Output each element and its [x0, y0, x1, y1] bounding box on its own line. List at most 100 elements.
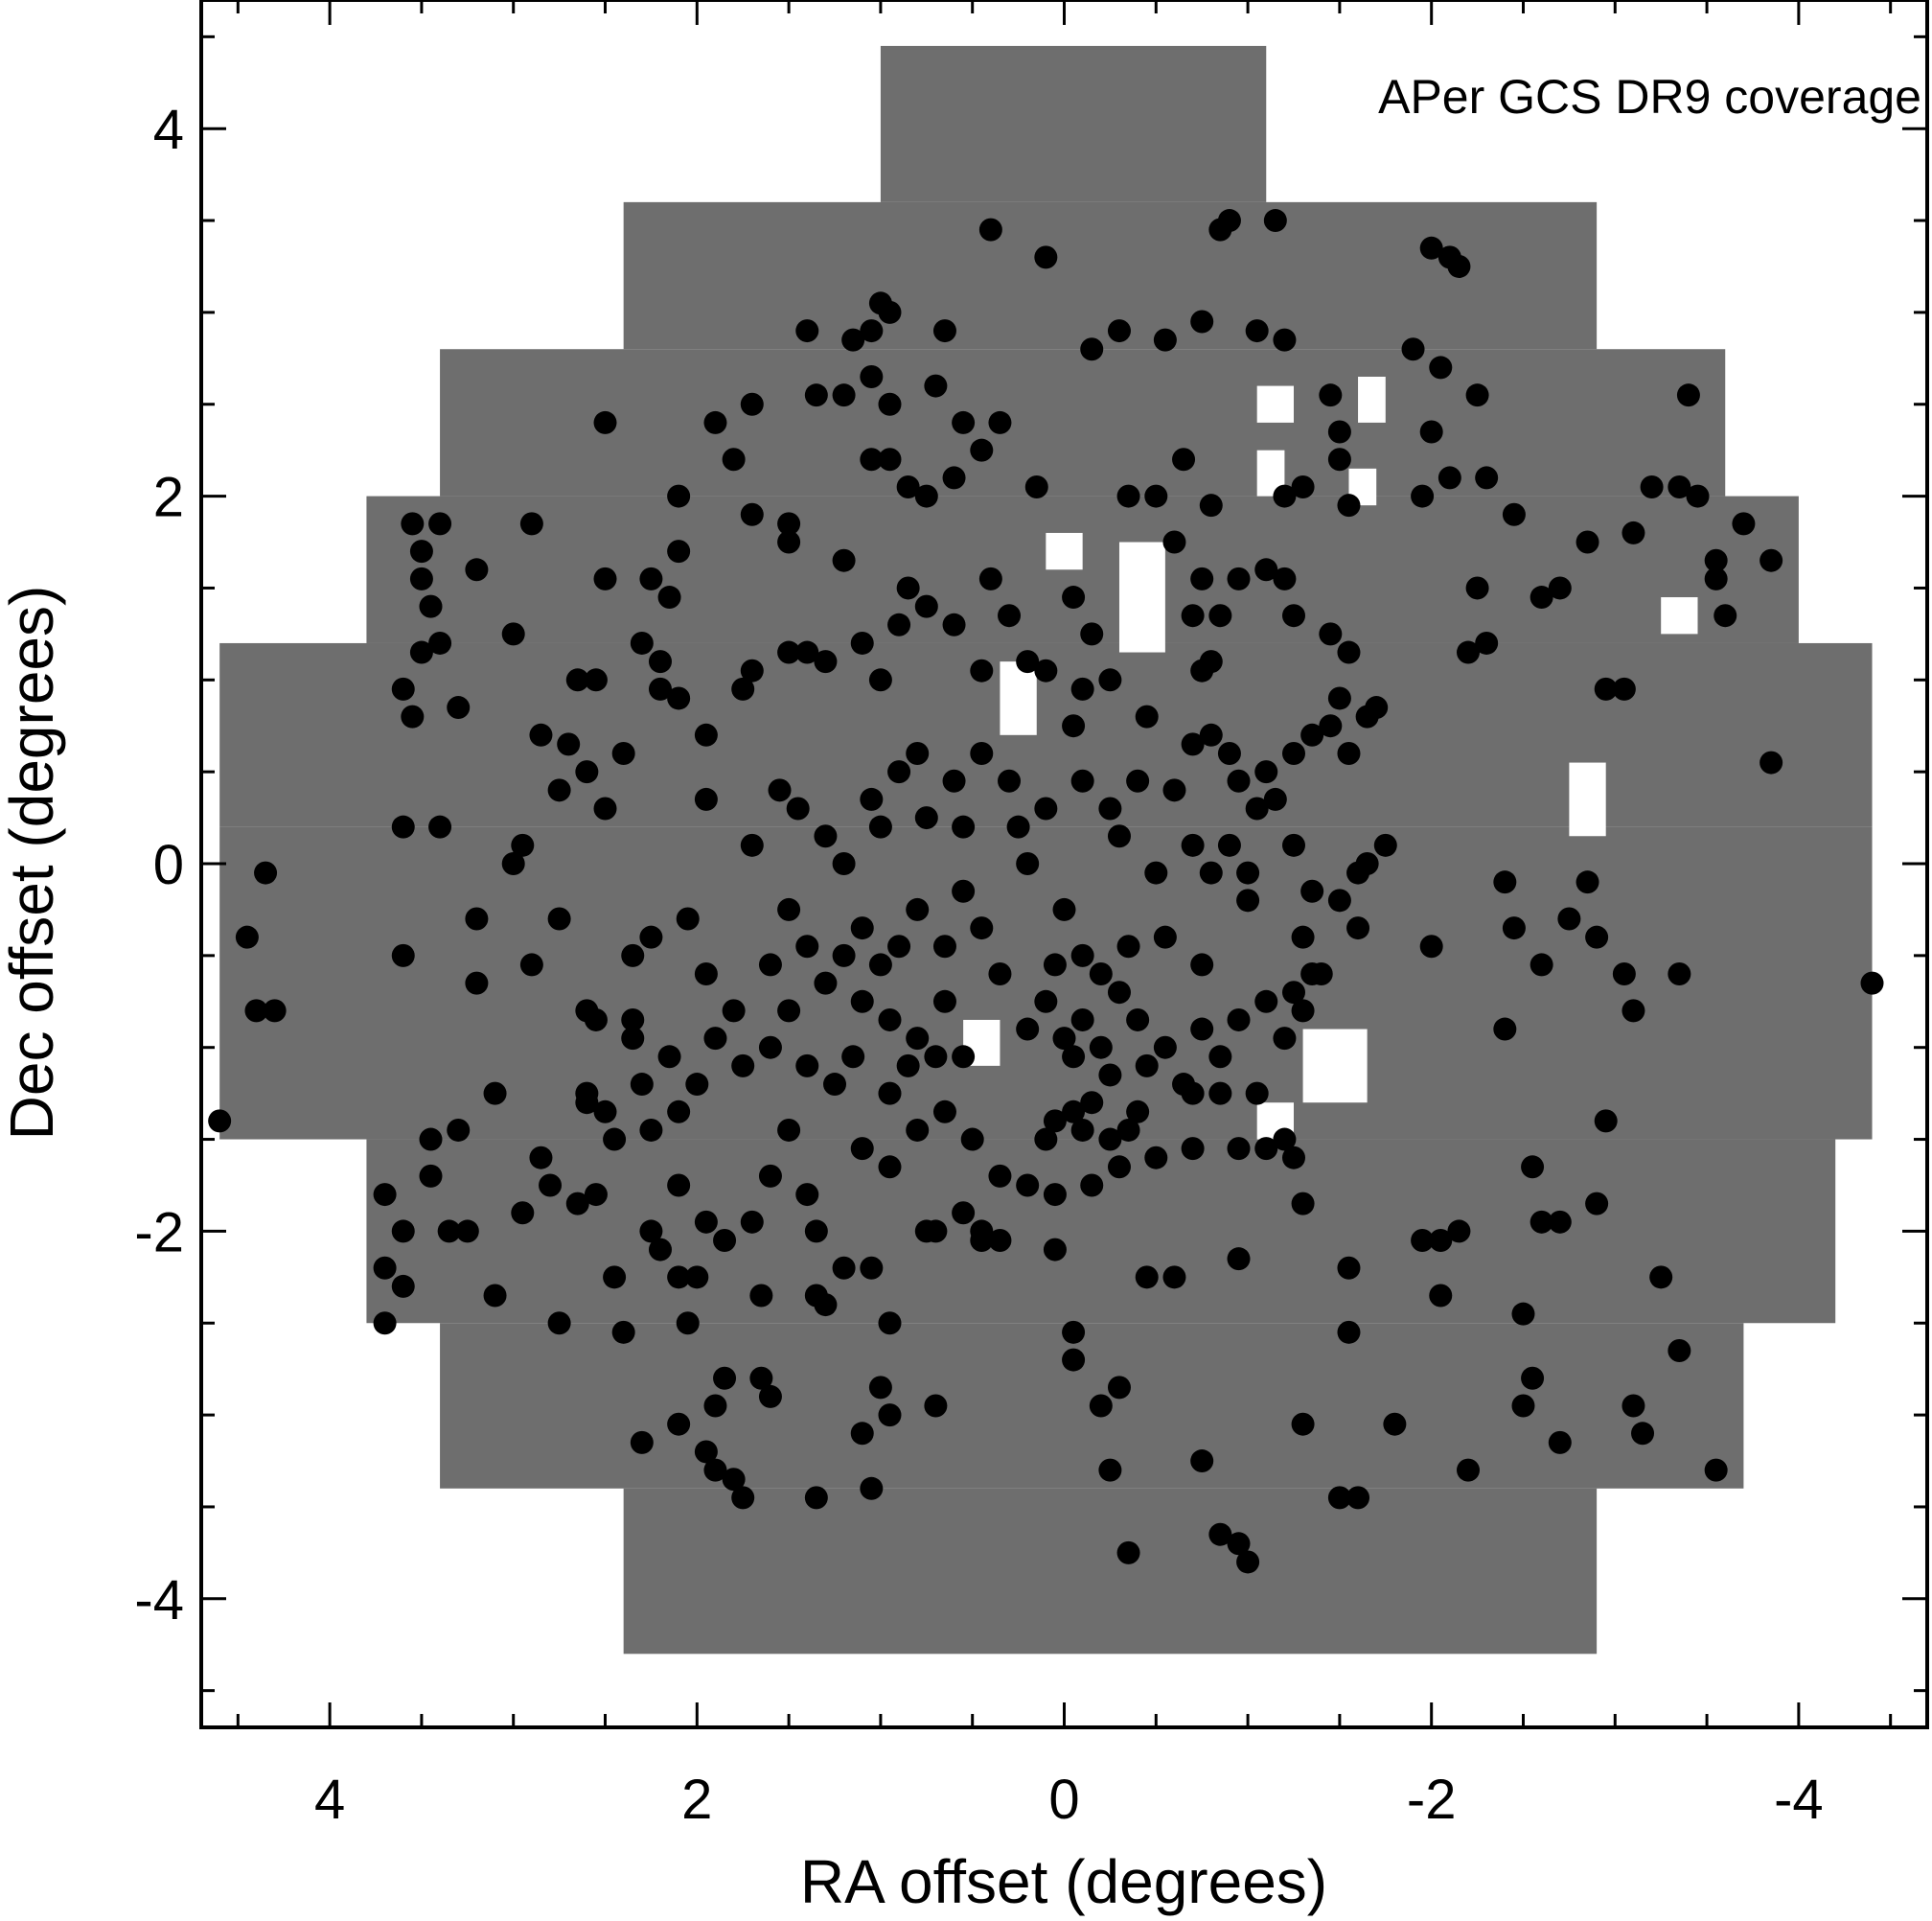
data-point [1034, 797, 1058, 821]
data-point [1475, 631, 1499, 655]
data-point [1668, 962, 1691, 986]
data-point [868, 815, 892, 839]
data-point [437, 1219, 461, 1243]
data-point [419, 1127, 443, 1151]
data-point [1291, 475, 1315, 499]
data-point [914, 484, 938, 508]
data-point [1576, 870, 1599, 894]
data-point [1576, 530, 1599, 554]
data-point [887, 935, 911, 959]
data-point [1291, 925, 1315, 949]
data-point [850, 1137, 874, 1161]
data-point [1208, 1045, 1232, 1069]
data-point [970, 916, 994, 940]
data-point [547, 907, 571, 931]
data-point [254, 861, 278, 885]
data-point [483, 1081, 507, 1105]
data-point [621, 943, 645, 967]
data-point [1034, 1127, 1058, 1151]
data-point [409, 640, 433, 664]
data-point [1346, 1486, 1370, 1510]
data-point [391, 815, 415, 839]
data-point [832, 383, 856, 407]
data-point [519, 512, 543, 536]
data-point [630, 1430, 654, 1454]
data-point [914, 594, 938, 618]
coverage-tile [880, 45, 1267, 202]
data-point [1493, 870, 1517, 894]
data-point [428, 512, 452, 536]
data-point [1107, 981, 1131, 1005]
data-point [1337, 1320, 1361, 1344]
data-point [1227, 567, 1251, 590]
data-point [896, 1053, 920, 1077]
data-point [519, 953, 543, 977]
data-point [1034, 245, 1058, 269]
data-point [1327, 420, 1351, 444]
data-point [1419, 236, 1443, 260]
data-point [1070, 677, 1094, 701]
data-point [988, 1228, 1012, 1252]
data-point [557, 732, 581, 756]
data-point [685, 1073, 709, 1097]
data-point [1502, 916, 1526, 940]
data-point [970, 659, 994, 683]
data-point [1135, 1053, 1159, 1077]
data-point [1365, 696, 1389, 720]
data-point [841, 328, 865, 352]
data-point [1281, 833, 1305, 857]
data-point [1144, 1146, 1168, 1169]
data-point [1273, 484, 1297, 508]
data-point [1254, 989, 1278, 1013]
data-point [1319, 383, 1343, 407]
data-point [235, 925, 259, 949]
data-point [1107, 1376, 1131, 1400]
data-point [511, 1201, 535, 1225]
data-point [1530, 953, 1553, 977]
data-point [758, 1035, 782, 1059]
data-point [1062, 1348, 1086, 1372]
data-point [648, 650, 672, 674]
data-point [419, 1164, 443, 1188]
data-point [1594, 677, 1618, 701]
data-point [924, 1045, 948, 1069]
data-point [914, 1219, 938, 1243]
data-point [1016, 1017, 1040, 1041]
data-point [373, 1256, 397, 1280]
data-point [1190, 1449, 1214, 1473]
data-point [841, 1045, 865, 1069]
data-point [1245, 1081, 1269, 1105]
data-point [1080, 337, 1104, 361]
data-point [1236, 889, 1260, 913]
data-point [1080, 1091, 1104, 1115]
data-point [1457, 640, 1481, 664]
data-point [1190, 567, 1214, 590]
data-point [1447, 254, 1471, 278]
data-point [1070, 1007, 1094, 1031]
data-point [878, 448, 902, 472]
y-tick-labels: 4 2 0 -2 -4 [134, 99, 184, 1632]
data-point [1383, 1412, 1407, 1436]
data-point [1622, 1394, 1645, 1418]
data-point [465, 907, 489, 931]
data-point [1098, 1127, 1122, 1151]
data-point [868, 291, 892, 315]
data-point [1612, 962, 1636, 986]
data-point [667, 1173, 691, 1197]
data-point [722, 448, 746, 472]
data-point [952, 1045, 976, 1069]
data-point [539, 1173, 563, 1197]
data-point [1429, 1284, 1453, 1308]
data-point [868, 668, 892, 692]
data-point [1411, 1228, 1435, 1252]
data-point [1006, 815, 1030, 839]
data-point [1199, 723, 1223, 747]
data-point [1273, 1027, 1297, 1051]
data-point [850, 916, 874, 940]
data-point [932, 989, 956, 1013]
data-point [1116, 484, 1140, 508]
data-point [1217, 209, 1241, 233]
data-point [1585, 1192, 1609, 1215]
data-point [1080, 1173, 1104, 1197]
data-point [1062, 1320, 1086, 1344]
